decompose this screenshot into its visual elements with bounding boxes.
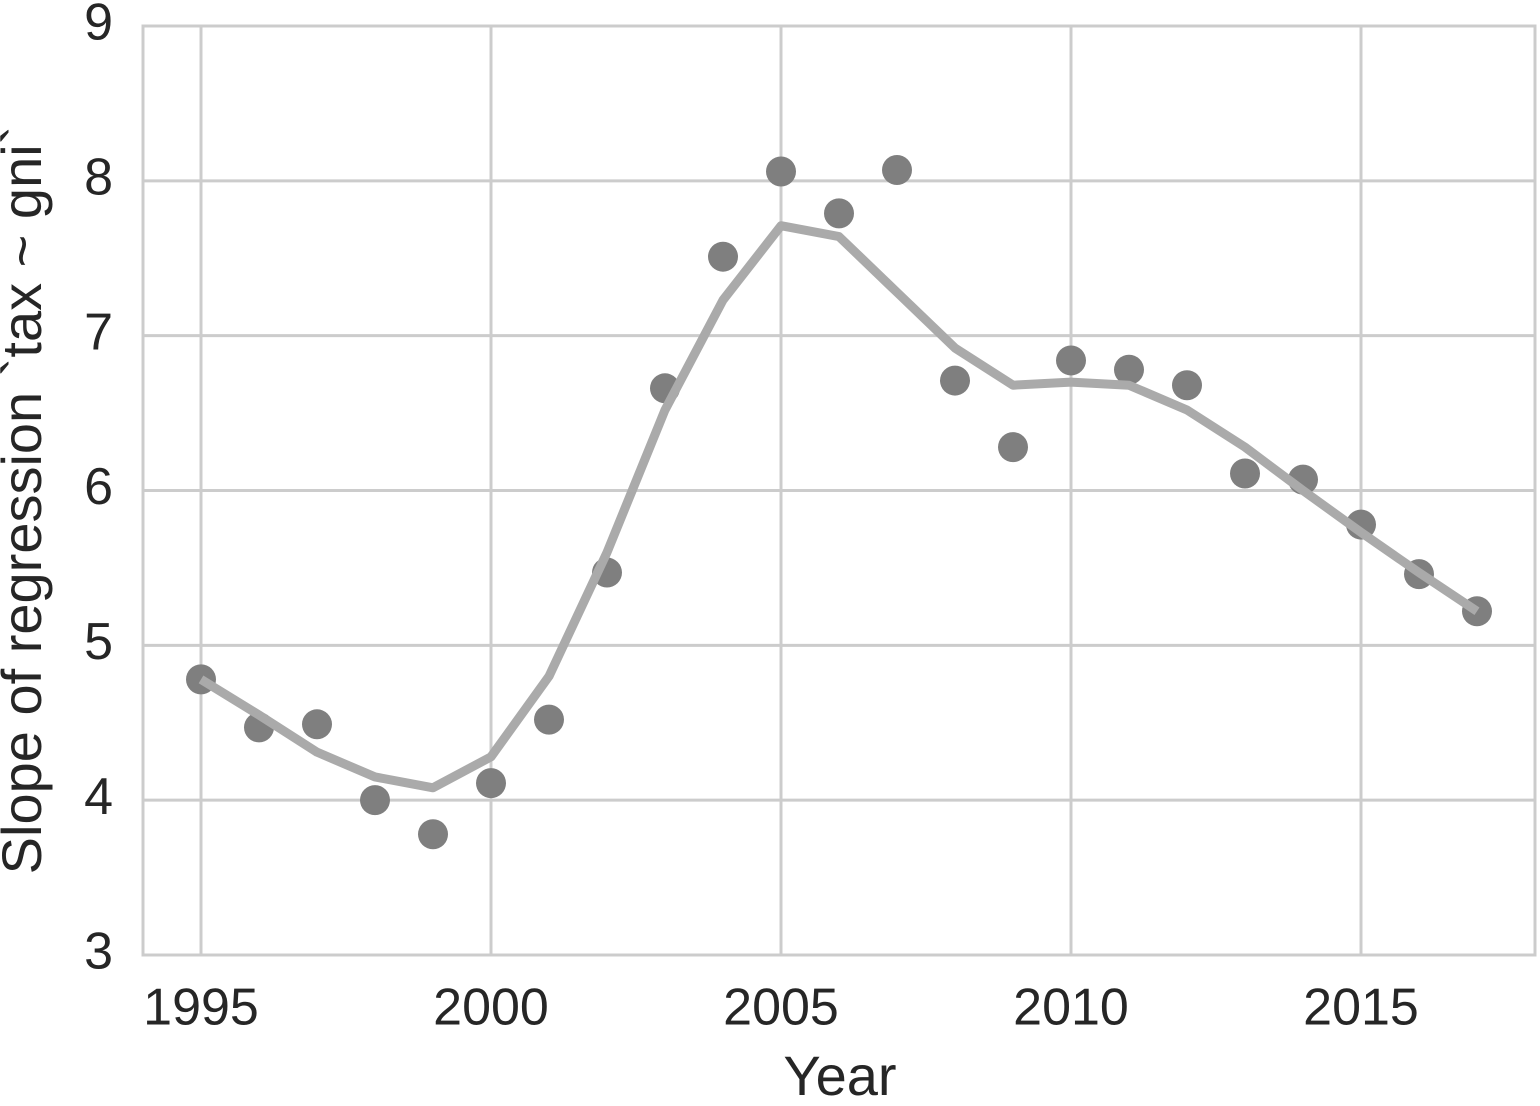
y-tick-label: 8 — [84, 149, 113, 207]
data-point — [766, 156, 796, 187]
y-tick-label: 4 — [84, 768, 113, 826]
data-point — [302, 709, 332, 740]
data-point — [476, 768, 506, 799]
x-tick-label: 1995 — [143, 979, 259, 1037]
x-tick-label: 2015 — [1303, 979, 1419, 1037]
data-point — [534, 704, 564, 735]
data-point — [1230, 458, 1260, 489]
data-point — [360, 785, 390, 816]
data-point — [708, 241, 738, 272]
data-point — [1114, 354, 1144, 385]
plot-frame — [141, 24, 1537, 957]
data-point — [418, 819, 448, 850]
y-tick-label: 5 — [84, 613, 113, 671]
y-tick-label: 9 — [84, 0, 113, 52]
data-point — [824, 198, 854, 229]
y-axis-label: Slope of regression `tax ~ gni` — [0, 126, 53, 875]
y-tick-label: 3 — [84, 923, 113, 981]
x-tick-label: 2000 — [433, 979, 549, 1037]
data-point — [998, 432, 1028, 463]
y-tick-label: 6 — [84, 458, 113, 516]
y-tick-label: 7 — [84, 303, 113, 361]
data-point — [1056, 345, 1086, 376]
data-point — [940, 365, 970, 396]
x-axis-label: Year — [783, 1044, 896, 1106]
data-point — [882, 154, 912, 185]
x-tick-label: 2010 — [1013, 979, 1129, 1037]
data-point — [1172, 370, 1202, 401]
trend-line — [198, 221, 1480, 793]
x-tick-label: 2005 — [723, 979, 839, 1037]
